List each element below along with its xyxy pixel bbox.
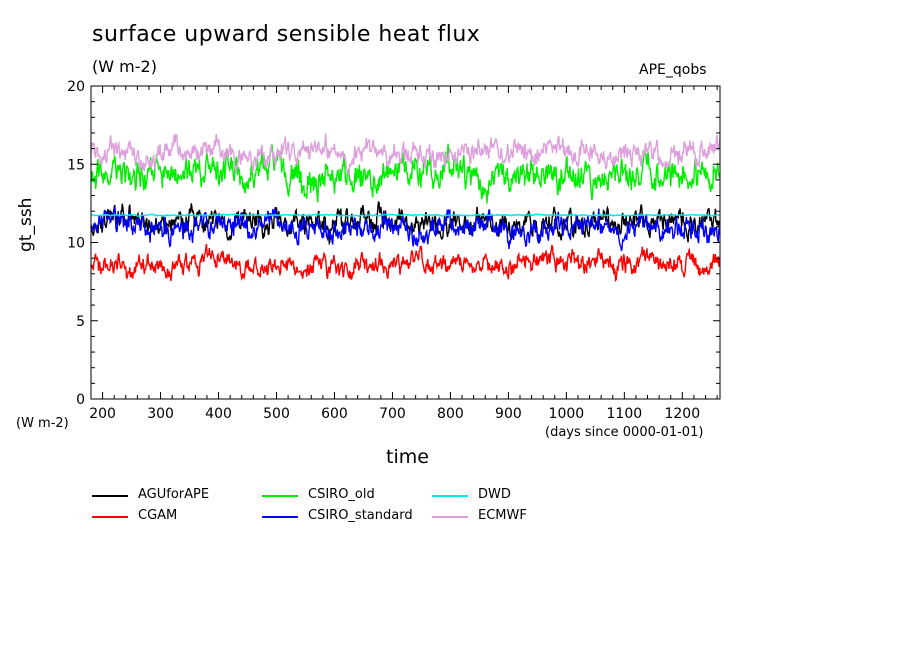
legend-swatch xyxy=(92,516,128,518)
y-tick-label: 5 xyxy=(76,314,85,330)
x-tick-label: 200 xyxy=(89,406,116,422)
series-line xyxy=(90,205,721,252)
plot-frame xyxy=(90,85,721,400)
series-line xyxy=(90,133,721,176)
legend-swatch xyxy=(432,516,468,518)
legend-label: CSIRO_standard xyxy=(308,508,413,523)
legend-label: AGUforAPE xyxy=(138,487,210,502)
legend-swatch xyxy=(432,495,468,497)
y-axis-units: (W m-2) xyxy=(16,416,69,431)
legend-label: CSIRO_old xyxy=(308,487,375,502)
y-tick-label: 15 xyxy=(67,157,85,173)
y-tick-label: 0 xyxy=(76,392,85,408)
x-tick-label: 600 xyxy=(321,406,348,422)
legend-swatch xyxy=(262,495,298,497)
x-tick-label: 900 xyxy=(495,406,522,422)
series-line xyxy=(90,143,721,204)
series-line xyxy=(90,213,721,218)
x-tick-label: 1100 xyxy=(607,406,643,422)
x-tick-label: 800 xyxy=(437,406,464,422)
chart-title: surface upward sensible heat flux xyxy=(92,22,481,47)
x-axis-label: time xyxy=(386,446,429,468)
x-tick-label: 1200 xyxy=(664,406,700,422)
x-tick-label: 500 xyxy=(263,406,290,422)
y-tick-label: 10 xyxy=(67,236,85,252)
legend-swatch xyxy=(262,516,298,518)
legend-label: CGAM xyxy=(138,508,178,523)
series-line xyxy=(90,243,721,283)
legend-label: ECMWF xyxy=(478,508,527,523)
x-tick-label: 400 xyxy=(205,406,232,422)
legend-label: DWD xyxy=(478,487,511,502)
chart-units: (W m-2) xyxy=(92,57,157,76)
series-layer xyxy=(90,133,721,283)
series-line xyxy=(90,200,721,246)
y-tick-label: 20 xyxy=(67,79,85,95)
axes-layer: 200 300 400 500 600 700 800 900 1000 1100 1200 0 5 10… xyxy=(67,79,720,422)
x-axis-units: (days since 0000-01-01) xyxy=(545,425,704,440)
experiment-label: APE_qobs xyxy=(639,62,707,78)
legend-swatch xyxy=(92,495,128,497)
x-tick-label: 300 xyxy=(147,406,174,422)
x-tick-label: 1000 xyxy=(549,406,585,422)
x-tick-label: 700 xyxy=(379,406,406,422)
